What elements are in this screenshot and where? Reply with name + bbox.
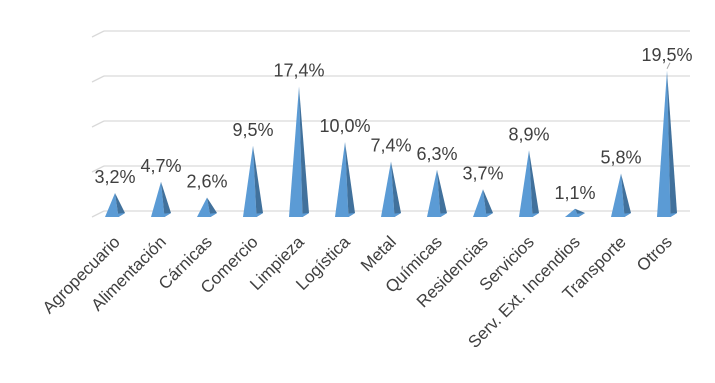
bars — [105, 70, 677, 217]
data-label: 19,5% — [641, 45, 692, 65]
bar-agropecuario — [105, 193, 125, 217]
bar-base — [335, 213, 355, 217]
data-label: 5,8% — [600, 148, 641, 168]
bar-transporte — [611, 173, 631, 217]
bar-side-face — [575, 208, 585, 217]
bar-base — [243, 213, 263, 217]
gridline-wall-edge — [91, 30, 105, 38]
category-labels: AgropecuarioAlimentaciónCárnicasComercio… — [39, 232, 676, 352]
bar-side-face — [161, 181, 171, 217]
data-label: 7,4% — [370, 136, 411, 156]
bar-front-face — [151, 181, 165, 217]
bar-alimentacion — [151, 181, 171, 217]
bar-side-face — [391, 161, 401, 217]
bar-side-face — [345, 142, 355, 217]
data-label: 1,1% — [554, 183, 595, 203]
bar-base — [473, 213, 493, 217]
bar-serv-ext-incendios — [565, 208, 585, 217]
data-label: 2,6% — [186, 172, 227, 192]
bar-base — [427, 213, 447, 217]
data-label: 3,2% — [94, 167, 135, 187]
label-leader-line — [666, 62, 671, 69]
bar-servicios — [519, 150, 539, 217]
bar-residencias — [473, 189, 493, 217]
bar-front-face — [611, 173, 625, 217]
gridlines — [91, 30, 690, 218]
bar-side-face — [437, 169, 447, 217]
tick-label: Otros — [633, 232, 676, 275]
tick-label: Agropecuario — [39, 232, 124, 317]
bar-base — [519, 213, 539, 217]
bar-front-face — [335, 142, 349, 217]
gridline-wall-edge — [91, 165, 105, 173]
bar-side-face — [621, 173, 631, 217]
bar-front-face — [427, 169, 441, 217]
data-label: 9,5% — [232, 120, 273, 140]
bar-base — [105, 213, 125, 217]
bar-front-face — [105, 193, 119, 217]
bar-side-face — [207, 197, 217, 217]
bar-front-face — [519, 150, 533, 217]
bar-front-face — [289, 86, 303, 217]
bar-side-face — [299, 86, 309, 217]
bar-comercio — [243, 145, 263, 217]
bar-metal — [381, 161, 401, 217]
data-label: 3,7% — [462, 163, 503, 183]
bar-side-face — [483, 189, 493, 217]
gridline-wall-edge — [91, 210, 105, 218]
bar-base — [565, 213, 585, 217]
bar-front-face — [657, 70, 671, 217]
bar-front-face — [197, 197, 211, 217]
bar-front-face — [473, 189, 487, 217]
bar-base — [657, 213, 677, 217]
bar-side-face — [667, 70, 677, 217]
gridline-wall-edge — [91, 75, 105, 83]
data-label: 10,0% — [319, 116, 370, 136]
bar-quimicas — [427, 169, 447, 217]
bar-base — [381, 213, 401, 217]
tick-label: Metal — [357, 232, 400, 275]
bar-logistica — [335, 142, 355, 217]
bar-front-face — [381, 161, 395, 217]
bar-base — [289, 213, 309, 217]
bar-limpieza — [289, 86, 309, 217]
bar-base — [611, 213, 631, 217]
gridline-wall-edge — [91, 120, 105, 128]
bar-base — [151, 213, 171, 217]
bar-side-face — [253, 145, 263, 217]
data-label: 4,7% — [140, 156, 181, 176]
data-labels: 3,2%4,7%2,6% 9,5% 17,4% 10,0%7,4% 6,3%3,7%8,… — [94, 45, 692, 203]
bar-side-face — [529, 150, 539, 217]
data-label: 17,4% — [273, 61, 324, 81]
data-label: 6,3% — [416, 144, 457, 164]
bar-carnicas — [197, 197, 217, 217]
bar-base — [197, 213, 217, 217]
data-label: 8,9% — [508, 124, 549, 144]
bar-side-face — [115, 193, 125, 217]
bar-front-face — [243, 145, 257, 217]
bar-otros — [657, 70, 677, 217]
